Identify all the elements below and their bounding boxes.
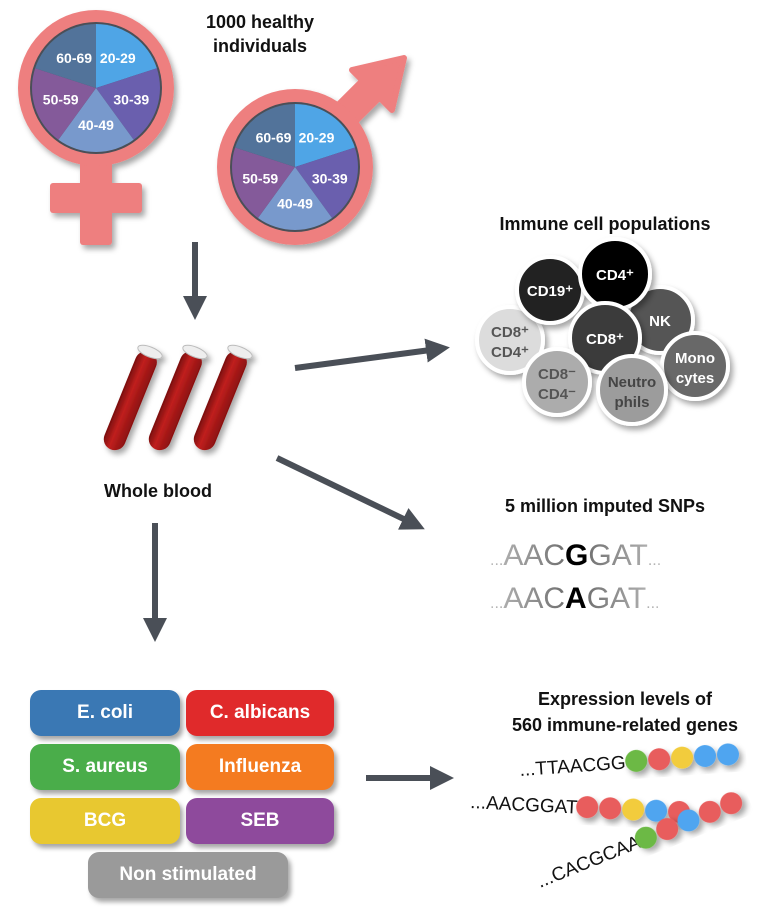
pie-slice-20-29 xyxy=(295,104,355,167)
pie-label: 30-39 xyxy=(312,170,348,186)
cell-label: phils xyxy=(614,394,649,411)
pie-label: 30-39 xyxy=(113,91,149,107)
stimulus-non-stimulated: Non stimulated xyxy=(88,852,288,898)
expression-dot xyxy=(694,745,717,768)
female-age-pie: 20-29 30-39 40-49 50-59 60-69 xyxy=(30,22,162,154)
cell-3: CD4⁺ xyxy=(578,237,652,311)
snp-title: 5 million imputed SNPs xyxy=(505,496,705,516)
stimulus-bcg: BCG xyxy=(30,798,180,844)
arrow-blood-to-snps xyxy=(275,455,425,530)
expression-dot xyxy=(656,818,679,841)
gene-sequence: ...TTAACGG xyxy=(519,753,626,781)
pie-slice-50-59 xyxy=(32,68,96,140)
stimulus-e-coli: E. coli xyxy=(30,690,180,736)
cell-label: Mono xyxy=(675,350,715,367)
expression-row: ...TTAACGG xyxy=(519,743,740,781)
pie-slice-30-39 xyxy=(96,68,161,140)
expression-dot xyxy=(698,800,721,823)
cell-7: Neutro phils xyxy=(596,354,668,426)
gene-sequence: ...AACGGAT xyxy=(470,792,579,819)
cell-label: cytes xyxy=(676,370,714,387)
snp-sequence-2: ...AACAGAT... xyxy=(490,582,660,615)
pie-slice-50-59 xyxy=(232,147,295,218)
stimulus-s-aureus: S. aureus xyxy=(30,744,180,790)
cell-label: CD8⁻ xyxy=(538,366,576,383)
arrow-blood-to-cells xyxy=(294,338,450,371)
expression-dot xyxy=(634,826,657,849)
cell-1: CD19⁺ xyxy=(515,255,585,325)
pie-label: 60-69 xyxy=(256,129,292,145)
expression-title-line2: 560 immune-related genes xyxy=(512,715,738,735)
stimulus-influenza: Influenza xyxy=(186,744,334,790)
expression-row: ...AACGGAT xyxy=(470,792,691,823)
cohort-title-line1: 1000 healthy xyxy=(206,12,314,32)
stimulus-c-albicans: C. albicans xyxy=(186,690,334,736)
male-age-pie: 20-29 30-39 40-49 50-59 60-69 xyxy=(230,102,360,232)
expression-dot xyxy=(717,743,740,766)
expression-dot xyxy=(576,796,599,819)
cell-label: Neutro xyxy=(608,374,656,391)
cell-5: Mono cytes xyxy=(660,331,730,401)
expression-rows: ...TTAACGG ...AACGGAT ...CACGCAA xyxy=(470,743,743,893)
blood-tubes-icon xyxy=(103,344,253,451)
expression-dot xyxy=(677,809,700,832)
cell-label: CD4⁺ xyxy=(491,344,529,361)
pie-label: 40-49 xyxy=(277,196,313,212)
cell-0: CD8⁺ CD4⁺ xyxy=(475,305,545,375)
pie-label: 20-29 xyxy=(299,129,335,145)
expression-dot xyxy=(599,797,622,820)
pie-label: 40-49 xyxy=(78,117,114,133)
expression-dot xyxy=(625,749,648,772)
immune-title: Immune cell populations xyxy=(499,214,710,234)
pie-label: 60-69 xyxy=(56,50,92,66)
pie-slice-20-29 xyxy=(96,24,157,88)
cell-label: CD4⁻ xyxy=(538,386,576,403)
expression-title-line1: Expression levels of xyxy=(538,689,713,709)
cell-label: CD8⁺ xyxy=(491,324,529,341)
cell-label: CD19⁺ xyxy=(527,283,573,300)
expression-dot xyxy=(648,748,671,771)
expression-dot xyxy=(671,746,694,769)
cell-6: CD8⁻ CD4⁻ xyxy=(522,347,592,417)
pie-slice-30-39 xyxy=(295,147,358,218)
pie-slice-40-49 xyxy=(58,88,134,152)
cell-label: CD8⁺ xyxy=(586,331,624,348)
pie-slice-60-69 xyxy=(235,104,295,167)
whole-blood-label: Whole blood xyxy=(104,481,212,501)
pie-label: 20-29 xyxy=(100,50,136,66)
cell-label: CD4⁺ xyxy=(596,267,634,284)
cohort-title-line2: individuals xyxy=(213,36,307,56)
immune-cell-cluster: CD8⁺ CD4⁺ CD19⁺ NK CD4⁺ CD8⁺ Mono cytes CD8⁻ CD4⁻… xyxy=(475,237,730,426)
pie-label: 50-59 xyxy=(242,170,278,186)
expression-dot xyxy=(720,792,743,815)
expression-dot xyxy=(622,798,645,821)
gene-sequence: ...CACGCAA xyxy=(534,832,644,893)
expression-dot xyxy=(645,799,668,822)
pie-slice-60-69 xyxy=(35,24,96,88)
stimulus-seb: SEB xyxy=(186,798,334,844)
pie-slice-40-49 xyxy=(257,167,333,231)
cell-label: NK xyxy=(649,313,671,330)
pie-label: 50-59 xyxy=(43,91,79,107)
snp-sequence-1: ...AACGGAT... xyxy=(490,539,661,572)
